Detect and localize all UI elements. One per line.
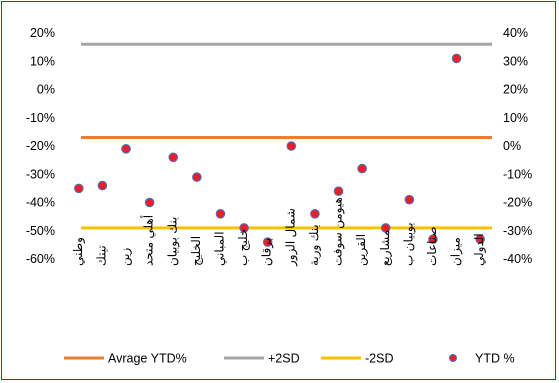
left-tick-label: 20% [30,26,55,40]
data-point [357,163,367,174]
data-point [144,197,155,208]
data-point [451,53,462,64]
legend-ytd-label: YTD % [475,352,515,366]
category-label: أهلي متحد [141,215,156,266]
category-label: بنك وربة [307,224,321,266]
data-point [97,180,108,191]
category-label: القرين [354,234,368,266]
legend-ytd-swatch [449,354,457,362]
data-point [404,194,415,205]
reference-lines [81,42,492,230]
data-point [121,144,131,154]
right-tick-label: -40% [503,252,532,266]
left-tick-label: -30% [26,167,55,181]
right-tick-label: 40% [503,26,528,40]
left-axis: 20% 10% 0% -10% -20% -30% -40% -50% -60% [26,26,55,266]
left-tick-label: 10% [30,54,55,68]
category-label: زين [118,248,132,266]
left-tick-label: -60% [26,252,55,266]
right-tick-label: -20% [503,196,532,210]
category-label: بوبيان ب [401,222,415,266]
data-point [74,183,84,194]
data-point [286,141,297,151]
right-tick-label: -30% [503,224,532,238]
right-tick-label: 10% [503,111,528,125]
right-axis: 40% 30% 20% 10% 0% -10% -20% -30% -40% [503,26,532,266]
data-point [428,234,438,245]
legend: Avrage YTD% +2SD -2SD YTD % [64,352,515,366]
category-label: الدولي [472,233,486,266]
right-tick-label: -10% [503,167,532,181]
data-point [333,186,344,196]
left-tick-label: -40% [26,196,55,210]
data-point [380,223,391,233]
ytd-points [74,53,485,247]
category-label: الخليج [189,236,203,266]
left-tick-label: 0% [37,83,55,97]
right-tick-label: 20% [503,83,528,97]
category-label: تيتك [94,245,108,266]
category-label: هيومن سوفت [331,197,345,266]
data-point [475,234,485,245]
category-label: خليج ب [236,229,250,266]
category-labels: وطني تيتك زين أهلي متحد بنك بوبيان الخليج المب… [71,197,486,267]
category-label: وطني [71,237,85,266]
category-label: المباني [212,231,226,266]
category-label: صناعات [425,226,439,266]
legend-plus-2sd-label: +2SD [268,352,300,366]
data-point [239,223,249,233]
left-tick-label: -50% [26,224,55,238]
left-tick-label: -10% [26,111,55,125]
category-label: مشاريع [378,230,392,266]
data-point [310,209,320,219]
category-label: بنك بوبيان [165,217,179,266]
right-tick-label: 30% [503,54,528,68]
category-label: ميزان [449,237,463,266]
right-tick-label: 0% [503,139,521,153]
left-tick-label: -20% [26,139,55,153]
data-point [168,152,179,163]
data-point [262,237,273,247]
category-label: شمال الزور [283,208,297,267]
legend-minus-2sd-label: -2SD [365,352,393,366]
data-point [215,209,226,219]
legend-average-ytd-label: Avrage YTD% [108,352,187,366]
data-point [192,172,202,182]
category-label: برقان [260,238,274,266]
